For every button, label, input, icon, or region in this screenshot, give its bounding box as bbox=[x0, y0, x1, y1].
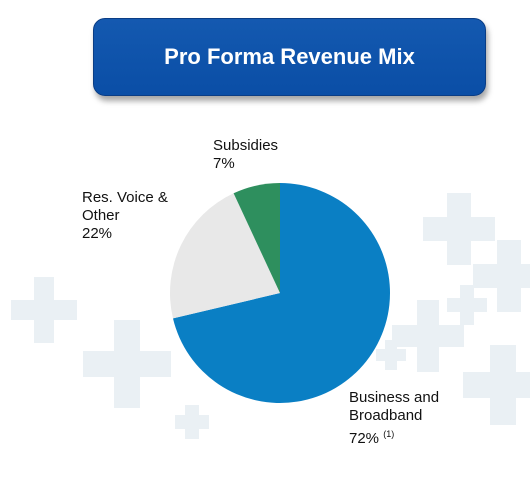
pie-slice-subsidies bbox=[233, 183, 280, 293]
slice-value: 7% bbox=[213, 155, 235, 172]
slice-value: 72% bbox=[349, 430, 380, 447]
pie-slice-business-and-broadband bbox=[172, 183, 391, 404]
slice-name: Subsidies bbox=[213, 137, 279, 154]
pie-slice-res-voice-other bbox=[170, 193, 280, 319]
chart-title: Pro Forma Revenue Mix bbox=[164, 44, 415, 69]
title-banner: Pro Forma Revenue Mix bbox=[93, 18, 486, 96]
footnote-marker: (1) bbox=[383, 429, 395, 439]
slice-label-subsidies: Subsidies 7% bbox=[213, 137, 278, 173]
slice-label-business: Business and Broadband 72% (1) bbox=[349, 389, 459, 448]
slice-label-res-voice: Res. Voice & Other 22% bbox=[82, 189, 182, 243]
slice-value: 22% bbox=[82, 225, 113, 242]
slice-name: Business and Broadband bbox=[349, 389, 440, 424]
slice-name: Res. Voice & Other bbox=[82, 189, 168, 224]
